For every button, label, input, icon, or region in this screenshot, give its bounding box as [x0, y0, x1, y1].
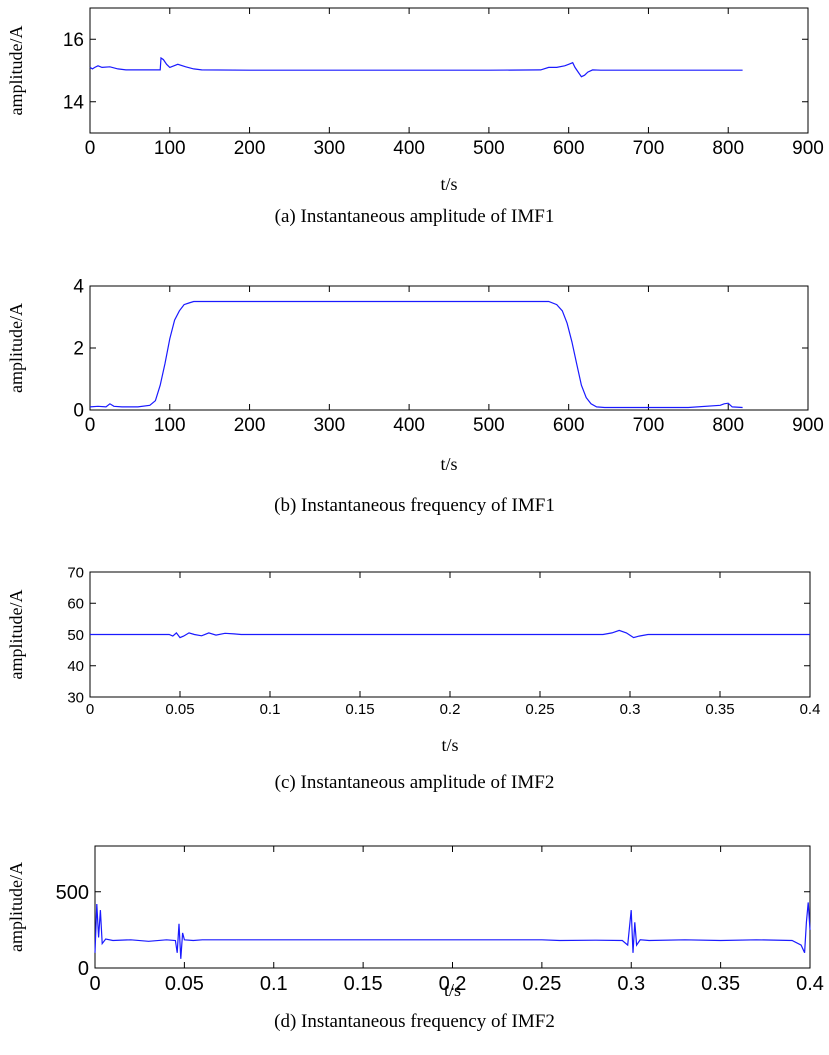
plot-area-frame	[89, 7, 809, 134]
x-tick-label: 900	[792, 138, 824, 159]
y-tick-label: 0	[73, 401, 84, 422]
plot-area-frame	[94, 845, 811, 969]
x-tick-label: 800	[712, 138, 744, 159]
y-tick-label: 16	[63, 30, 84, 51]
x-axis-label: t/s	[440, 454, 457, 474]
x-tick-label: 800	[712, 415, 744, 436]
x-tick-label: 0.15	[345, 701, 374, 718]
x-axis-label: t/s	[440, 174, 457, 194]
series-line	[90, 629, 810, 639]
chart-panel-d: 0 0.05 0.1 0.15 0.2 0.25 0.3 0.35 0.4 0 500 t/s ampl…	[0, 836, 829, 1055]
x-tick-label: 0.15	[344, 973, 383, 995]
x-tick-label: 600	[553, 415, 585, 436]
y-axis-label: amplitude/A	[6, 303, 26, 393]
x-tick-label: 0.1	[260, 973, 288, 995]
y-axis-label: amplitude/A	[6, 590, 26, 680]
x-tick-label: 100	[154, 138, 186, 159]
chart-caption: (b) Instantaneous frequency of IMF1	[274, 495, 555, 516]
y-tick-label: 2	[73, 339, 84, 360]
chart-svg: 0 0.05 0.1 0.15 0.2 0.25 0.3 0.35 0.4 0 500 t/s ampl…	[6, 845, 824, 1000]
chart-panel-a: 0 100 200 300 400 500 600 700 800 900 14 16 t/s ampli…	[0, 0, 829, 240]
x-tick-label: 300	[313, 138, 345, 159]
x-tick-label: 900	[792, 415, 824, 436]
series-line	[89, 56, 743, 78]
plot-area-frame	[89, 285, 809, 411]
x-tick-label: 0.35	[705, 701, 734, 718]
chart-svg: 0 100 200 300 400 500 600 700 800 900 14 16 t/s ampli…	[6, 7, 824, 194]
chart-caption: (d) Instantaneous frequency of IMF2	[274, 1011, 555, 1032]
chart-svg: 0 100 200 300 400 500 600 700 800 900 0 2 4 t/s amplit…	[6, 277, 824, 474]
x-tick-label: 700	[633, 138, 665, 159]
x-tick-label: 0.05	[165, 701, 194, 718]
y-tick-label: 70	[67, 564, 84, 581]
chart-panel-c: 0 0.05 0.1 0.15 0.2 0.25 0.3 0.35 0.4 30 40 50 60 70 t…	[0, 560, 829, 800]
chart-svg: 0 0.05 0.1 0.15 0.2 0.25 0.3 0.35 0.4 30 40 50 60 70 t…	[6, 564, 821, 755]
x-tick-label: 0	[85, 415, 96, 436]
y-tick-label: 14	[63, 92, 85, 113]
x-tick-label: 0.3	[617, 973, 645, 995]
x-tick-label: 0.4	[796, 973, 824, 995]
x-tick-label: 100	[154, 415, 186, 436]
x-tick-label: 0.4	[800, 701, 821, 718]
x-tick-label: 300	[313, 415, 345, 436]
chart-caption: (c) Instantaneous amplitude of IMF2	[274, 772, 555, 793]
x-tick-label: 0.3	[620, 701, 641, 718]
x-tick-label: 0.05	[165, 973, 204, 995]
y-tick-label: 40	[67, 658, 84, 675]
x-tick-label: 0.1	[260, 701, 281, 718]
y-axis-label: amplitude/A	[6, 862, 26, 952]
y-tick-label: 0	[78, 958, 89, 980]
x-tick-label: 0	[86, 701, 94, 718]
x-tick-label: 0.2	[439, 973, 467, 995]
x-axis-label: t/s	[441, 735, 458, 755]
x-tick-label: 400	[393, 138, 425, 159]
series-line	[94, 902, 811, 959]
x-tick-label: 200	[234, 415, 266, 436]
x-tick-label: 500	[473, 138, 505, 159]
series-line	[89, 300, 743, 409]
x-axis-label: t/s	[444, 980, 461, 1000]
chart-panel-b: 0 100 200 300 400 500 600 700 800 900 0 2 4 t/s amplit…	[0, 272, 829, 532]
x-tick-label: 0.35	[701, 973, 740, 995]
x-tick-label: 600	[553, 138, 585, 159]
y-tick-label: 30	[67, 689, 84, 706]
x-tick-label: 700	[633, 415, 665, 436]
x-tick-label: 0.25	[525, 701, 554, 718]
x-tick-label: 0.25	[522, 973, 561, 995]
x-tick-label: 0.2	[440, 701, 461, 718]
x-tick-label: 200	[234, 138, 266, 159]
x-tick-label: 0	[89, 973, 100, 995]
x-tick-label: 400	[393, 415, 425, 436]
y-tick-label: 4	[73, 277, 84, 298]
x-tick-label: 0	[85, 138, 96, 159]
y-tick-label: 50	[67, 627, 84, 644]
y-tick-label: 60	[67, 596, 84, 613]
y-tick-label: 500	[56, 882, 89, 904]
chart-caption: (a) Instantaneous amplitude of IMF1	[274, 206, 555, 227]
x-tick-label: 500	[473, 415, 505, 436]
y-axis-label: amplitude/A	[6, 26, 26, 116]
